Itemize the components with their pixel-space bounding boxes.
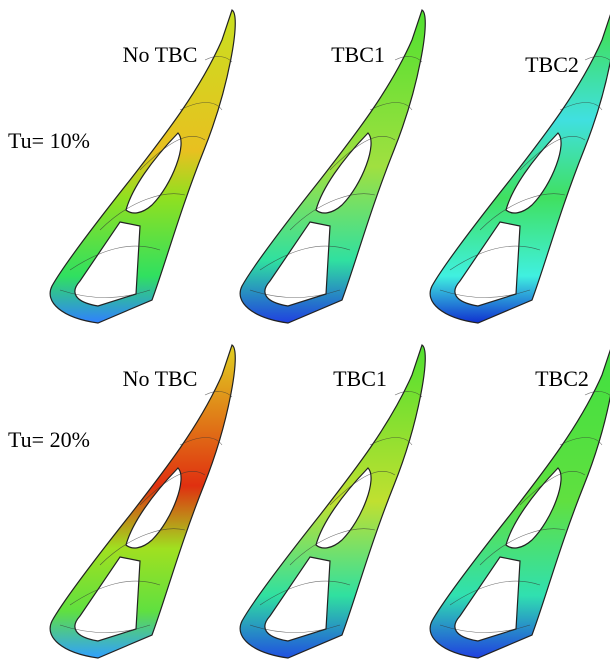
blade [240, 345, 425, 658]
panel-title: TBC1 [331, 42, 385, 67]
blade-panels [50, 10, 610, 658]
panel-title: TBC2 [525, 52, 579, 77]
panel-title: TBC2 [535, 366, 589, 391]
panel-title: No TBC [123, 42, 198, 67]
blade [430, 345, 610, 658]
figure: No TBC TBC1 TBC2 Tu= 10% No TBC TBC1 TBC… [0, 0, 610, 660]
blade [430, 10, 610, 323]
row-label: Tu= 10% [8, 128, 90, 153]
panel-title: No TBC [123, 366, 198, 391]
panel-title: TBC1 [333, 366, 387, 391]
blade [50, 345, 235, 658]
row-label: Tu= 20% [8, 427, 90, 452]
